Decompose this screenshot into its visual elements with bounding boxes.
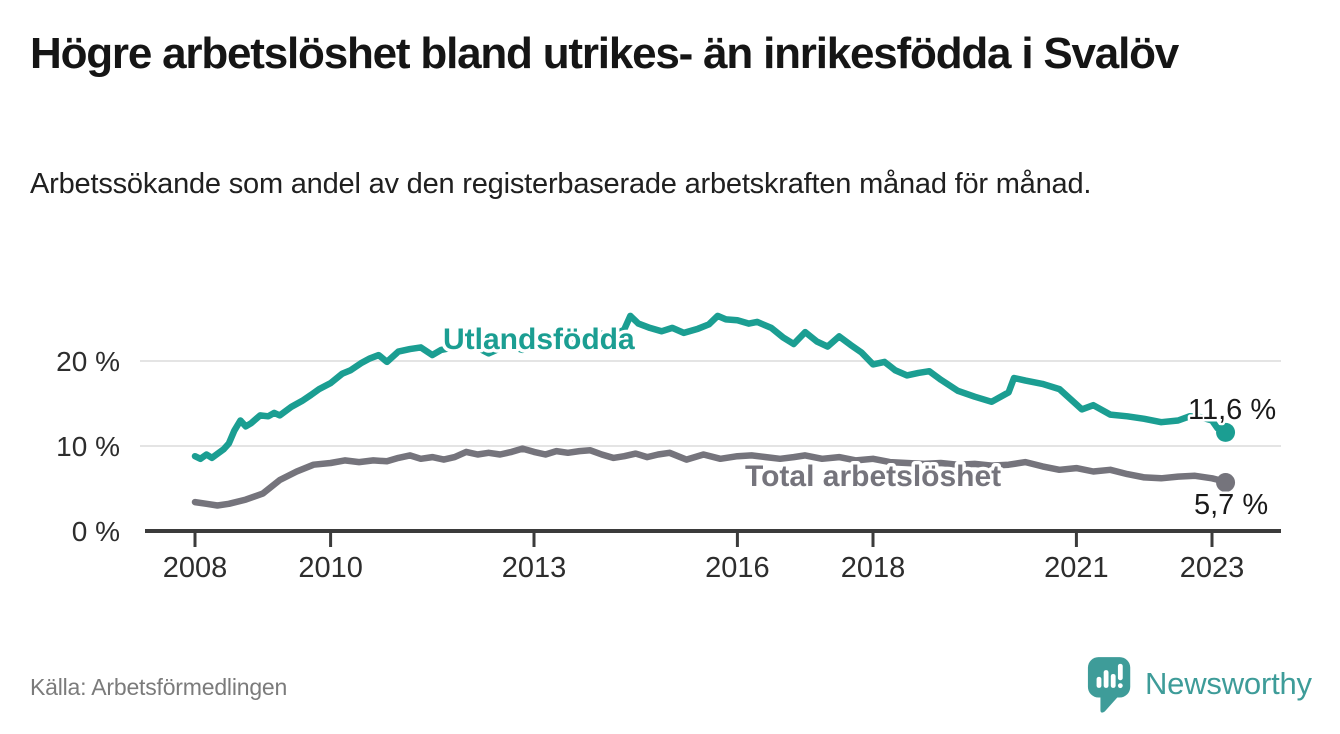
series-end-dot-total <box>1216 473 1236 493</box>
x-tick-label-2013: 2013 <box>502 552 567 584</box>
x-tick-label-2016: 2016 <box>705 552 770 584</box>
series-line-utlandsfodda <box>191 312 1229 463</box>
source-note: Källa: Arbetsförmedlingen <box>30 674 288 700</box>
newsworthy-logo-icon <box>1087 657 1131 713</box>
x-tick-label-2018: 2018 <box>841 552 906 584</box>
series-end-value-utlandsfodda: 11,6 % <box>1188 394 1276 426</box>
x-tick-label-2010: 2010 <box>298 552 363 584</box>
newsworthy-wordmark: Newsworthy <box>1145 666 1312 701</box>
series-line-total <box>191 445 1229 509</box>
series-end-dot-utlandsfodda <box>1216 422 1236 442</box>
series-end-value-total: 5,7 % <box>1194 489 1268 521</box>
y-tick-label-10: 10 % <box>56 431 120 462</box>
newsworthy-brand: Newsworthy <box>1086 655 1312 715</box>
y-tick-label-20: 20 % <box>56 346 120 377</box>
x-tick-label-2008: 2008 <box>163 552 228 584</box>
x-tick-label-2023: 2023 <box>1180 552 1245 584</box>
series-label-total: Total arbetslöshet <box>745 460 1001 493</box>
x-tick-label-2021: 2021 <box>1044 552 1109 584</box>
series-label-utlandsfodda: Utlandsfödda <box>443 323 635 356</box>
y-tick-label-0: 0 % <box>72 516 120 547</box>
chart-subtitle: Arbetssökande som andel av den registerb… <box>30 168 1092 200</box>
page-title: Högre arbetslöshet bland utrikes- än inr… <box>30 29 1179 78</box>
